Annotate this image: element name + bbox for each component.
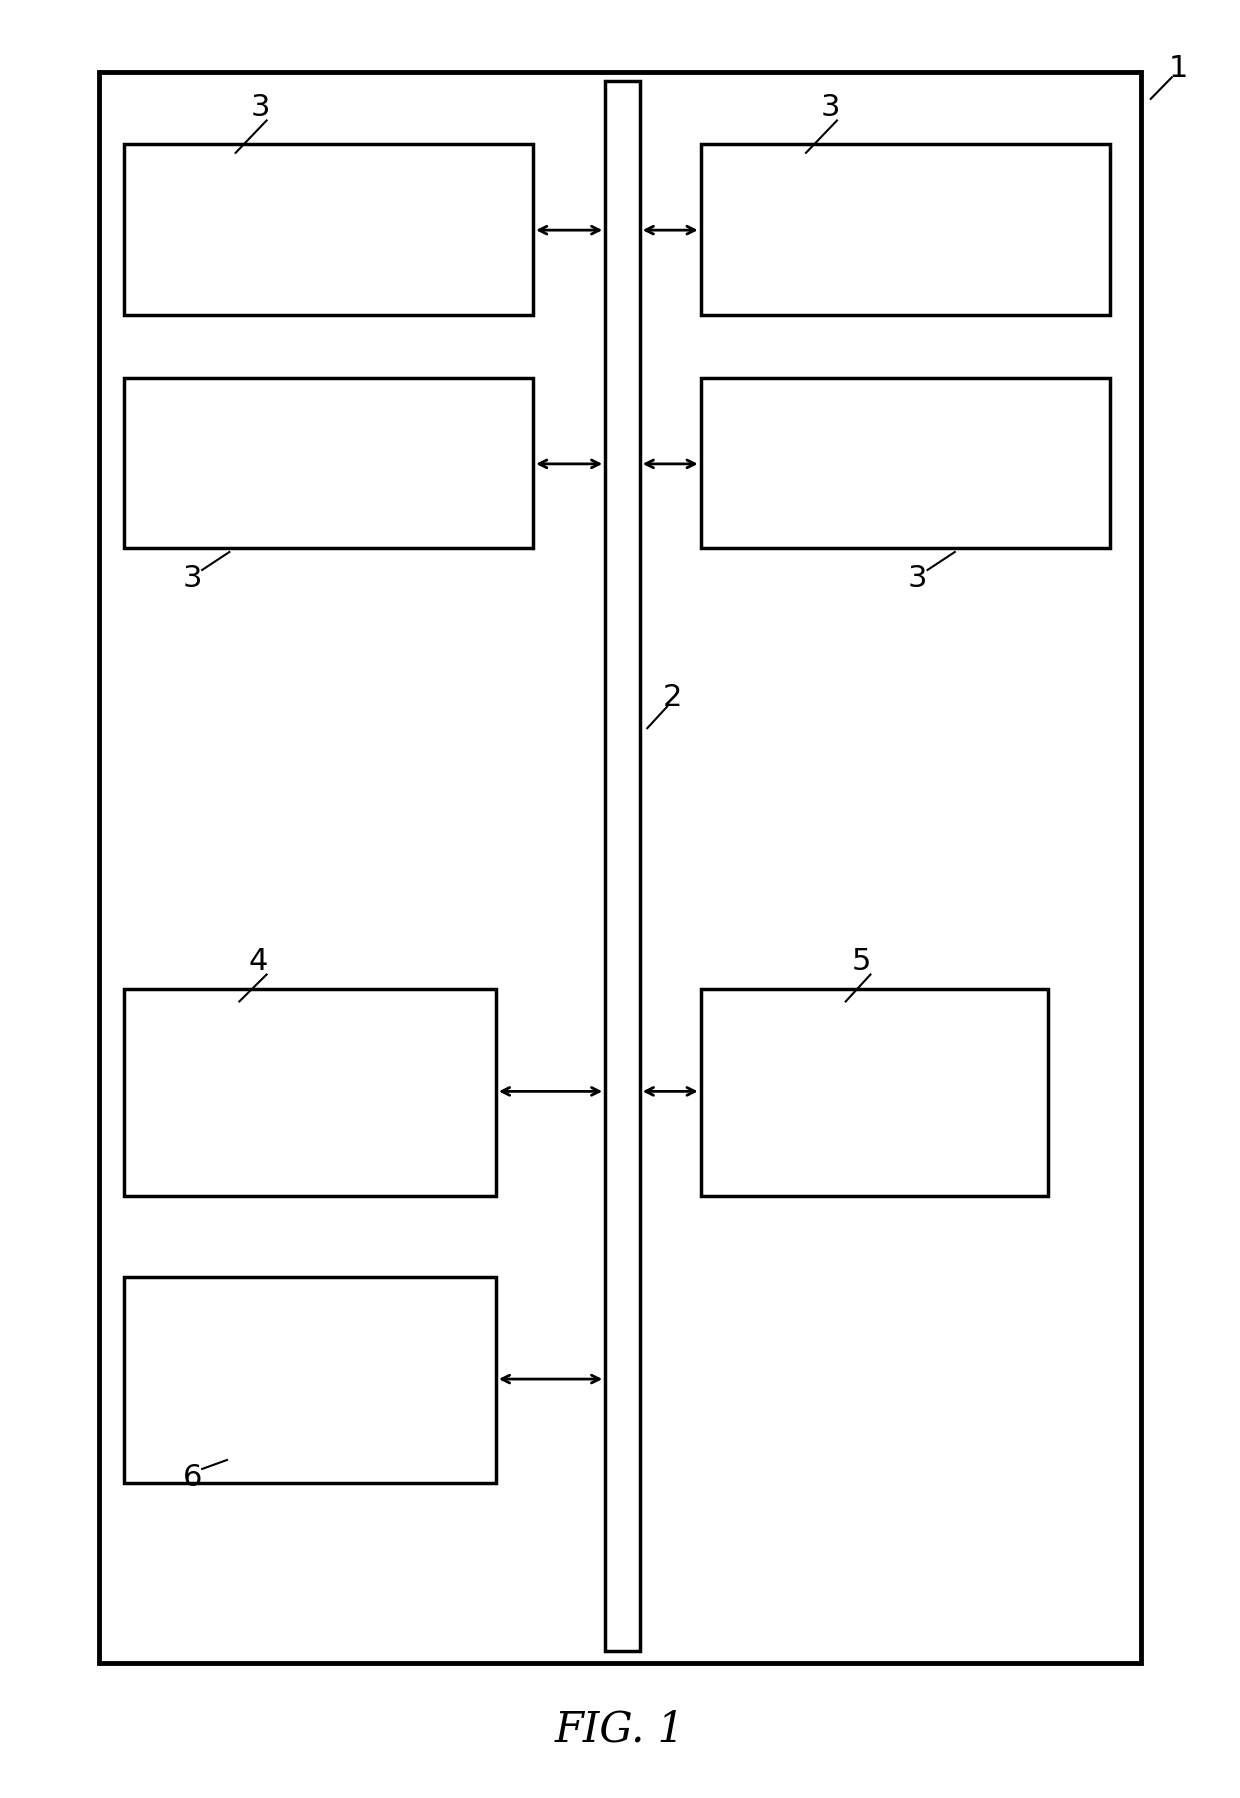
Text: 4: 4 xyxy=(248,948,268,976)
Text: 2: 2 xyxy=(662,683,682,712)
Text: 6: 6 xyxy=(182,1464,202,1492)
Text: 3: 3 xyxy=(250,93,270,122)
Bar xyxy=(124,378,533,548)
Text: 3: 3 xyxy=(821,93,841,122)
Text: FIG. 1: FIG. 1 xyxy=(556,1708,684,1751)
Text: 1: 1 xyxy=(1168,54,1188,83)
Text: 5: 5 xyxy=(852,948,872,976)
Bar xyxy=(701,378,1110,548)
Bar xyxy=(701,989,1048,1196)
Bar xyxy=(605,81,640,1651)
Text: 3: 3 xyxy=(182,565,202,593)
Text: 3: 3 xyxy=(908,565,928,593)
Bar xyxy=(124,989,496,1196)
Bar xyxy=(124,1277,496,1483)
Bar xyxy=(124,144,533,315)
Bar xyxy=(99,72,1141,1663)
Bar xyxy=(701,144,1110,315)
